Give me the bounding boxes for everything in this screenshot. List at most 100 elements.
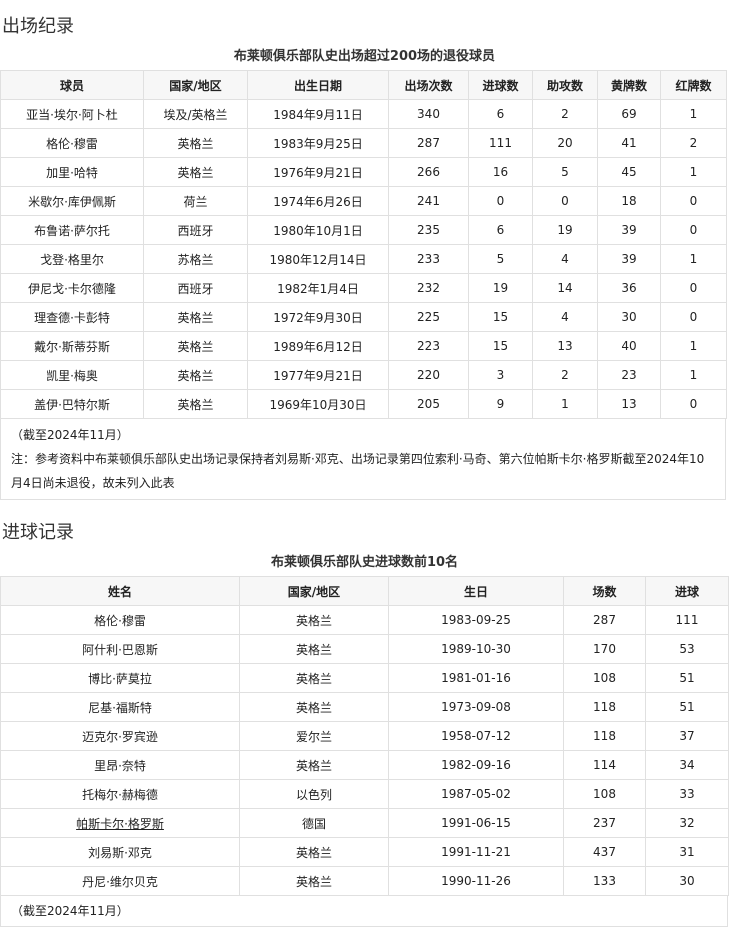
table-cell: 1 (660, 331, 727, 361)
table-cell: 18 (597, 186, 661, 216)
table-cell: 1980年12月14日 (247, 244, 389, 274)
table-cell: 里昂·奈特 (0, 750, 240, 780)
table-row: 丹尼·维尔贝克 英格兰 1990-11-26 133 30 (0, 866, 729, 896)
table-cell: 以色列 (239, 779, 389, 809)
table-cell: 1982-09-16 (388, 750, 564, 780)
table-cell: 235 (388, 215, 469, 245)
table-cell: 31 (645, 837, 729, 867)
table-cell: 西班牙 (143, 215, 248, 245)
table-cell: 220 (388, 360, 469, 390)
table-cell: 111 (645, 605, 729, 635)
table-row: 布鲁诺·萨尔托 西班牙 1980年10月1日 235 6 19 39 0 (0, 215, 727, 245)
table-cell: 英格兰 (239, 866, 389, 896)
table-cell: 36 (597, 273, 661, 303)
table-cell: 19 (532, 215, 598, 245)
column-header: 出生日期 (247, 70, 389, 100)
table-cell: 德国 (239, 808, 389, 838)
table-row: 盖伊·巴特尔斯 英格兰 1969年10月30日 205 9 1 13 0 (0, 389, 727, 419)
table-cell: 0 (660, 302, 727, 332)
table-cell: 233 (388, 244, 469, 274)
goals-table: 姓名 国家/地区 生日 场数 进球 格伦·穆雷 英格兰 1983-09-25 287 111 阿什利… (0, 576, 729, 896)
table-cell: 1991-06-15 (388, 808, 564, 838)
as-of-note: （截至2024年11月） (11, 904, 129, 918)
table-cell: 1991-11-21 (388, 837, 564, 867)
table-cell: 170 (563, 634, 646, 664)
table-cell: 英格兰 (239, 605, 389, 635)
as-of-note: （截至2024年11月） (11, 428, 129, 442)
table-cell: 英格兰 (239, 750, 389, 780)
table-cell: 108 (563, 779, 646, 809)
table-cell: 41 (597, 128, 661, 158)
table-cell: 1 (660, 244, 727, 274)
table-cell: 托梅尔·赫梅德 (0, 779, 240, 809)
table-row: 博比·萨莫拉 英格兰 1981-01-16 108 51 (0, 663, 729, 693)
table-cell: 格伦·穆雷 (0, 128, 144, 158)
table-cell: 34 (645, 750, 729, 780)
table-row: 里昂·奈特 英格兰 1982-09-16 114 34 (0, 750, 729, 780)
table-cell: 111 (468, 128, 533, 158)
table-cell: 30 (645, 866, 729, 896)
table-cell: 108 (563, 663, 646, 693)
table-row: 格伦·穆雷 英格兰 1983-09-25 287 111 (0, 605, 729, 635)
column-header: 助攻数 (532, 70, 598, 100)
table-cell: 69 (597, 99, 661, 129)
table-row: 帕斯卡尔·格罗斯 德国 1991-06-15 237 32 (0, 808, 729, 838)
table-cell: 340 (388, 99, 469, 129)
column-header: 生日 (388, 576, 564, 606)
table-row: 米歇尔·库伊佩斯 荷兰 1974年6月26日 241 0 0 18 0 (0, 186, 727, 216)
table-cell: 帕斯卡尔·格罗斯 (0, 808, 240, 838)
table-cell: 英格兰 (143, 128, 248, 158)
column-header: 进球 (645, 576, 729, 606)
table-row: 尼基·福斯特 英格兰 1973-09-08 118 51 (0, 692, 729, 722)
table-cell: 1969年10月30日 (247, 389, 389, 419)
table-row: 理查德·卡彭特 英格兰 1972年9月30日 225 15 4 30 0 (0, 302, 727, 332)
table-cell: 15 (468, 302, 533, 332)
table-cell: 3 (468, 360, 533, 390)
table-cell: 118 (563, 721, 646, 751)
table-row: 凯里·梅奥 英格兰 1977年9月21日 220 3 2 23 1 (0, 360, 727, 390)
table-cell: 1 (660, 157, 727, 187)
table-cell: 23 (597, 360, 661, 390)
table-cell: 2 (532, 360, 598, 390)
table-cell: 爱尔兰 (239, 721, 389, 751)
table-cell: 4 (532, 302, 598, 332)
column-header: 国家/地区 (239, 576, 389, 606)
table-cell: 437 (563, 837, 646, 867)
table-cell: 埃及/英格兰 (143, 99, 248, 129)
table-caption-appearances: 布莱顿俱乐部队史出场超过200场的退役球员 (233, 49, 496, 64)
remark-note: 注：参考资料中布莱顿俱乐部队史出场记录保持者刘易斯·邓克、出场记录第四位索利·马… (11, 452, 705, 490)
table-cell: 30 (597, 302, 661, 332)
table-cell: 5 (532, 157, 598, 187)
table-cell: 133 (563, 866, 646, 896)
table-cell: 1989年6月12日 (247, 331, 389, 361)
table-row: 托梅尔·赫梅德 以色列 1987-05-02 108 33 (0, 779, 729, 809)
appearances-table: 球员 国家/地区 出生日期 出场次数 进球数 助攻数 黄牌数 红牌数 亚当·埃尔·阿卜杜 埃及/英… (0, 70, 727, 419)
table-row: 迈克尔·罗宾逊 爱尔兰 1958-07-12 118 37 (0, 721, 729, 751)
table-cell: 1977年9月21日 (247, 360, 389, 390)
table-cell: 1958-07-12 (388, 721, 564, 751)
table-cell: 阿什利·巴恩斯 (0, 634, 240, 664)
table-cell: 266 (388, 157, 469, 187)
table-cell: 英格兰 (239, 692, 389, 722)
table-cell: 西班牙 (143, 273, 248, 303)
player-link[interactable]: 帕斯卡尔·格罗斯 (76, 816, 164, 831)
table-cell: 1973-09-08 (388, 692, 564, 722)
table-cell: 232 (388, 273, 469, 303)
table-cell: 1974年6月26日 (247, 186, 389, 216)
table-cell: 格伦·穆雷 (0, 605, 240, 635)
table-cell: 英格兰 (143, 302, 248, 332)
table-cell: 32 (645, 808, 729, 838)
table-cell: 33 (645, 779, 729, 809)
column-header: 红牌数 (660, 70, 727, 100)
table-cell: 13 (597, 389, 661, 419)
table-row: 刘易斯·邓克 英格兰 1991-11-21 437 31 (0, 837, 729, 867)
table-cell: 刘易斯·邓克 (0, 837, 240, 867)
table-caption-goals: 布莱顿俱乐部队史进球数前10名 (270, 555, 459, 570)
table-cell: 5 (468, 244, 533, 274)
table-cell: 13 (532, 331, 598, 361)
table-cell: 米歇尔·库伊佩斯 (0, 186, 144, 216)
table-cell: 51 (645, 663, 729, 693)
table-cell: 亚当·埃尔·阿卜杜 (0, 99, 144, 129)
table-row: 戴尔·斯蒂芬斯 英格兰 1989年6月12日 223 15 13 40 1 (0, 331, 727, 361)
table-cell: 1983-09-25 (388, 605, 564, 635)
